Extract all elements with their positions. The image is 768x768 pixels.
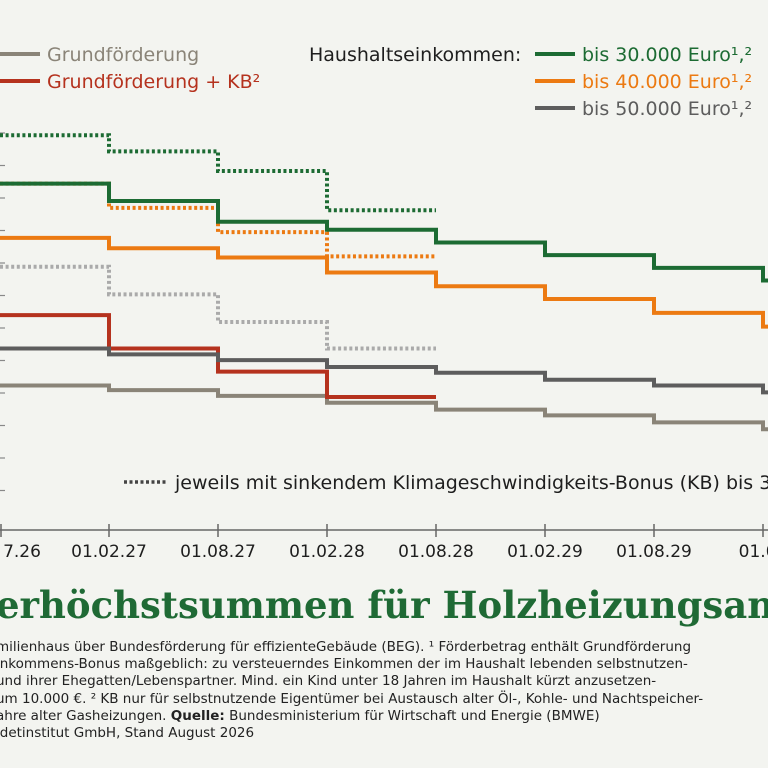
footnotes: milienhaus über Bundesförderung für effi… xyxy=(0,639,768,742)
legend-label-grundfoerderung-kb: Grundförderung + KB² xyxy=(47,71,260,93)
series-line xyxy=(0,235,768,329)
dotted-note: jeweils mit sinkendem Klimageschwindigke… xyxy=(124,472,768,494)
footnote-line-6: ldetinstitut GmbH, Stand August 2026 xyxy=(0,725,255,742)
x-tick-label: 01.02.27 xyxy=(71,542,147,562)
legend-label-50k: bis 50.000 Euro¹,² xyxy=(582,98,752,120)
legend-label-grundfoerderung: Grundförderung xyxy=(47,44,199,66)
source-label: Quelle: xyxy=(170,707,225,724)
footnote-line-2: inkommens-Bonus maßgeblich: zu versteuer… xyxy=(0,656,688,673)
legend: Grundförderung Grundförderung + KB² Haus… xyxy=(0,44,752,120)
axes xyxy=(0,132,768,537)
x-tick-label: 01.02.28 xyxy=(289,542,365,562)
series-line xyxy=(0,383,768,432)
chart-title: erhöchstsummen für Holzheizungsan xyxy=(0,583,768,627)
series-line-dotted xyxy=(0,264,436,351)
chart: Grundförderung Grundförderung + KB² Haus… xyxy=(0,44,768,562)
footnote-line-5-start: ahre alter Gasheizungen. xyxy=(0,707,171,724)
x-tick-label: 01.02 xyxy=(739,542,768,562)
footnote-line-3: und ihrer Ehegatten/Lebenspartner. Mind.… xyxy=(0,673,657,690)
footnote-line-1: milienhaus über Bundesförderung für effi… xyxy=(0,639,692,655)
x-tick-label: 01.08.28 xyxy=(398,542,474,562)
x-tick-labels: 7.26 01.02.27 01.08.27 01.02.28 01.08.28 01.0… xyxy=(3,542,768,562)
x-tick-label: 01.02.29 xyxy=(507,542,583,562)
legend-label-30k: bis 30.000 Euro¹,² xyxy=(582,44,752,66)
x-tick-label: 01.08.27 xyxy=(180,542,256,562)
source-text: Bundesministerium für Wirtschaft und Ene… xyxy=(224,707,600,724)
legend-group-label: Haushaltseinkommen: xyxy=(309,44,521,66)
series-line xyxy=(0,181,768,283)
dotted-note-text: jeweils mit sinkendem Klimageschwindigke… xyxy=(174,472,768,494)
footnote-line-5: ahre alter Gasheizungen. Quelle: Bundesm… xyxy=(0,708,768,725)
legend-label-40k: bis 40.000 Euro¹,² xyxy=(582,71,752,93)
series-layer xyxy=(0,133,768,432)
x-tick-label: 7.26 xyxy=(3,542,41,562)
series-line-dotted xyxy=(0,133,436,213)
series-line xyxy=(0,346,768,395)
footnote-line-4: um 10.000 €. ² KB nur für selbstnutzende… xyxy=(0,690,704,707)
x-tick-label: 01.08.29 xyxy=(616,542,692,562)
